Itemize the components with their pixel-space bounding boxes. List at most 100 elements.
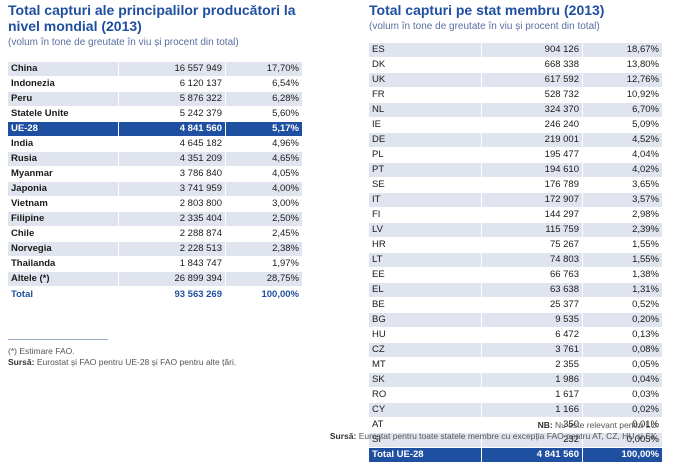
member-cell-pct: 3,57%	[582, 192, 662, 208]
world-cell-pct: 2,45%	[225, 226, 302, 242]
world-cell-name: Rusia	[8, 151, 119, 167]
world-cell-name: India	[8, 136, 119, 152]
member-cell-name: LT	[369, 252, 482, 268]
member-cell-value: 6 472	[481, 327, 583, 343]
member-cell-name: HU	[369, 327, 482, 343]
member-cell-value: 75 267	[481, 237, 583, 253]
left-note-estimate: (*) Estimare FAO.	[8, 346, 75, 356]
member-cell-pct: 2,98%	[582, 207, 662, 223]
left-notes-rule	[8, 339, 108, 340]
world-producers-table: China 16 557 949 17,70% Indonezia 6 120 137 6…	[8, 62, 302, 303]
member-cell-pct: 10,92%	[582, 87, 662, 103]
member-cell-pct: 3,65%	[582, 177, 662, 193]
member-row: BE 25 377 0,52%	[369, 297, 662, 313]
member-cell-name: NL	[369, 102, 482, 118]
world-row: Chile 2 288 874 2,45%	[8, 226, 302, 242]
world-cell-value: 1 843 747	[118, 256, 226, 272]
world-cell-name: China	[8, 62, 119, 77]
member-row: UK 617 592 12,76%	[369, 72, 662, 88]
member-cell-pct: 4,02%	[582, 162, 662, 178]
member-cell-value: 2 355	[481, 357, 583, 373]
right-nb-label: NB:	[537, 420, 553, 430]
member-row: ES 904 126 18,67%	[369, 43, 662, 58]
world-cell-pct: 6,28%	[225, 91, 302, 107]
right-notes: NB: Nu este relevant pentru LU. Sursă: E…	[330, 420, 659, 442]
member-cell-name: FI	[369, 207, 482, 223]
member-cell-pct: 2,39%	[582, 222, 662, 238]
member-cell-pct: 4,52%	[582, 132, 662, 148]
member-cell-value: 324 370	[481, 102, 583, 118]
member-cell-pct: 4,04%	[582, 147, 662, 163]
world-producers-title: Total capturi ale principalilor producăt…	[8, 2, 296, 34]
left-notes: (*) Estimare FAO. Sursă: Eurostat și FAO…	[8, 346, 236, 368]
member-cell-pct: 13,80%	[582, 57, 662, 73]
member-cell-pct: 0,03%	[582, 387, 662, 403]
world-cell-value: 2 335 404	[118, 211, 226, 227]
member-cell-pct: 6,70%	[582, 102, 662, 118]
world-total-name: Total	[8, 286, 119, 303]
member-cell-name: LV	[369, 222, 482, 238]
world-cell-value: 4 841 560	[118, 121, 226, 137]
member-row: FR 528 732 10,92%	[369, 87, 662, 103]
member-cell-name: MT	[369, 357, 482, 373]
world-cell-name: Thailanda	[8, 256, 119, 272]
member-cell-name: SK	[369, 372, 482, 388]
world-cell-value: 16 557 949	[118, 62, 226, 77]
world-row: Vietnam 2 803 800 3,00%	[8, 196, 302, 212]
world-row: Norvegia 2 228 513 2,38%	[8, 241, 302, 257]
world-cell-name: Norvegia	[8, 241, 119, 257]
world-cell-value: 3 741 959	[118, 181, 226, 197]
world-cell-name: Chile	[8, 226, 119, 242]
member-cell-name: PL	[369, 147, 482, 163]
member-cell-value: 1 986	[481, 372, 583, 388]
member-cell-value: 617 592	[481, 72, 583, 88]
member-row: CY 1 166 0,02%	[369, 402, 662, 418]
member-row: IT 172 907 3,57%	[369, 192, 662, 208]
member-states-table: ES 904 126 18,67% DK 668 338 13,80% UK 617 592 1…	[369, 43, 662, 463]
member-cell-value: 194 610	[481, 162, 583, 178]
world-cell-pct: 2,50%	[225, 211, 302, 227]
world-cell-value: 4 351 209	[118, 151, 226, 167]
member-row: MT 2 355 0,05%	[369, 357, 662, 373]
member-cell-pct: 0,01%	[582, 417, 662, 433]
member-cell-pct: 12,76%	[582, 72, 662, 88]
left-source-text: Eurostat și FAO pentru UE-28 și FAO pent…	[36, 357, 237, 367]
world-row: Statele Unite 5 242 379 5,60%	[8, 106, 302, 122]
member-cell-pct: 1,55%	[582, 237, 662, 253]
member-row: IE 246 240 5,09%	[369, 117, 662, 133]
member-cell-value: 9 535	[481, 312, 583, 328]
member-row: AT 350 0,01%	[369, 417, 662, 433]
world-cell-pct: 17,70%	[225, 62, 302, 77]
left-source-label: Sursă:	[8, 357, 35, 367]
world-row: Peru 5 876 322 6,28%	[8, 91, 302, 107]
member-cell-value: 66 763	[481, 267, 583, 283]
world-cell-value: 2 803 800	[118, 196, 226, 212]
world-cell-pct: 4,65%	[225, 151, 302, 167]
world-cell-value: 5 876 322	[118, 91, 226, 107]
member-cell-value: 1 617	[481, 387, 583, 403]
world-cell-pct: 2,38%	[225, 241, 302, 257]
member-cell-pct: 0,20%	[582, 312, 662, 328]
member-row: NL 324 370 6,70%	[369, 102, 662, 118]
world-row: Altele (*) 26 899 394 28,75%	[8, 271, 302, 287]
world-cell-pct: 3,00%	[225, 196, 302, 212]
world-producers-panel: Total capturi ale principalilor producăt…	[8, 0, 302, 303]
member-row: HR 75 267 1,55%	[369, 237, 662, 253]
world-cell-value: 26 899 394	[118, 271, 226, 287]
member-cell-value: 528 732	[481, 87, 583, 103]
world-cell-value: 2 228 513	[118, 241, 226, 257]
member-cell-name: EE	[369, 267, 482, 283]
member-cell-pct: 0,52%	[582, 297, 662, 313]
member-cell-name: BG	[369, 312, 482, 328]
member-row: EL 63 638 1,31%	[369, 282, 662, 298]
member-cell-name: EL	[369, 282, 482, 298]
member-cell-name: IT	[369, 192, 482, 208]
member-states-title: Total capturi pe stat membru (2013)	[369, 2, 605, 18]
member-row: SK 1 986 0,04%	[369, 372, 662, 388]
member-cell-value: 74 803	[481, 252, 583, 268]
member-cell-pct: 0,02%	[582, 402, 662, 418]
member-cell-pct: 0,05%	[582, 357, 662, 373]
member-cell-value: 1 166	[481, 402, 583, 418]
world-cell-pct: 1,97%	[225, 256, 302, 272]
member-cell-pct: 1,31%	[582, 282, 662, 298]
